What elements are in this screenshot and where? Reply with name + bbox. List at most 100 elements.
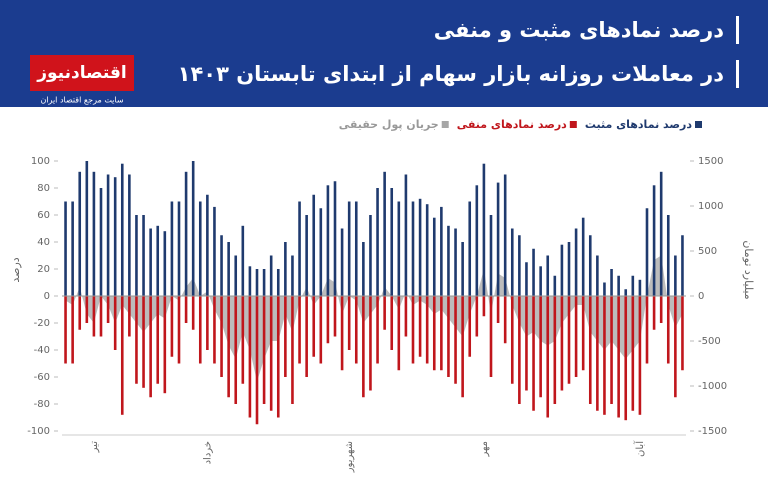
bar bbox=[248, 266, 252, 296]
y-tick-label: -100 bbox=[27, 426, 50, 437]
bar bbox=[319, 208, 323, 296]
bar bbox=[482, 163, 486, 296]
bar bbox=[581, 217, 585, 296]
bar bbox=[588, 235, 592, 296]
bar bbox=[276, 296, 280, 418]
bar bbox=[206, 194, 209, 296]
bar bbox=[383, 296, 386, 330]
bar bbox=[666, 215, 670, 296]
bar bbox=[525, 262, 528, 296]
y-tick-label: -20 bbox=[34, 318, 50, 329]
bar bbox=[496, 182, 500, 296]
legend-swatch bbox=[441, 121, 449, 128]
bar bbox=[390, 188, 394, 296]
bar bbox=[85, 296, 89, 323]
bar bbox=[503, 174, 507, 296]
bar bbox=[610, 296, 613, 404]
bar bbox=[312, 194, 316, 296]
bar bbox=[574, 228, 578, 296]
bar bbox=[184, 171, 188, 296]
bar bbox=[440, 206, 443, 296]
chart-subtitle: در معاملات روزانه بازار سهام از ابتدای ت… bbox=[178, 62, 725, 86]
bar bbox=[234, 296, 238, 404]
bar bbox=[142, 215, 145, 296]
bar bbox=[674, 296, 677, 398]
bar bbox=[518, 296, 521, 404]
bar bbox=[631, 275, 635, 296]
bar bbox=[319, 296, 323, 364]
bar bbox=[99, 188, 103, 296]
bar bbox=[333, 181, 337, 296]
y2-tick-label: 1500 bbox=[698, 156, 723, 167]
bar bbox=[425, 204, 429, 296]
bar bbox=[120, 163, 124, 296]
bar bbox=[560, 296, 564, 391]
bar bbox=[596, 255, 599, 296]
bar bbox=[354, 201, 358, 296]
bar bbox=[64, 296, 67, 364]
bar bbox=[397, 296, 401, 371]
y-tick-label: 20 bbox=[37, 264, 50, 275]
bar bbox=[404, 296, 408, 337]
bar bbox=[369, 215, 372, 296]
bar bbox=[596, 296, 599, 411]
bar bbox=[340, 228, 344, 296]
bar bbox=[574, 296, 578, 377]
bar bbox=[404, 174, 408, 296]
flow-area bbox=[65, 255, 683, 382]
bar bbox=[234, 255, 238, 296]
bar bbox=[440, 296, 443, 371]
y2-tick-label: 0 bbox=[698, 291, 704, 302]
bar bbox=[603, 296, 606, 415]
bar bbox=[305, 215, 308, 296]
bar bbox=[418, 198, 422, 296]
bar bbox=[525, 296, 528, 391]
bar bbox=[567, 242, 571, 296]
bar bbox=[411, 296, 415, 364]
bar bbox=[546, 296, 550, 418]
bar bbox=[652, 296, 656, 330]
bar bbox=[553, 296, 557, 404]
bar bbox=[347, 201, 351, 296]
bar bbox=[376, 188, 379, 296]
bar bbox=[475, 185, 479, 296]
bar bbox=[418, 296, 422, 357]
bar bbox=[85, 161, 89, 296]
bar bbox=[489, 215, 493, 296]
bar bbox=[135, 296, 138, 384]
bar bbox=[347, 296, 351, 350]
bar bbox=[638, 296, 642, 415]
bar bbox=[255, 296, 259, 425]
y-tick-label: 0 bbox=[44, 291, 50, 302]
bar bbox=[128, 174, 131, 296]
bar bbox=[631, 296, 635, 411]
bar bbox=[560, 244, 564, 296]
logo-tagline: سایت مرجع اقتصاد ایران bbox=[40, 96, 123, 105]
x-tick-label: خرداد bbox=[202, 441, 213, 464]
bar bbox=[113, 296, 117, 350]
bar bbox=[177, 201, 181, 296]
y2-axis-title: میلیارد تومان bbox=[742, 240, 755, 299]
chart-title: درصد نمادهای مثبت و منفی bbox=[434, 18, 724, 42]
x-tick-label: آبان bbox=[633, 440, 646, 457]
bar bbox=[78, 171, 82, 296]
bar bbox=[206, 296, 209, 350]
bar bbox=[397, 201, 401, 296]
bar bbox=[468, 296, 472, 357]
y-tick-label: 60 bbox=[37, 210, 50, 221]
bar bbox=[610, 269, 613, 296]
legend-label: جریان پول حقیقی bbox=[339, 118, 439, 131]
y-tick-label: -80 bbox=[34, 399, 50, 410]
bar bbox=[149, 296, 152, 398]
bar bbox=[198, 201, 202, 296]
bar bbox=[227, 296, 230, 398]
bar bbox=[532, 248, 535, 296]
bar bbox=[305, 296, 308, 377]
y2-tick-label: 500 bbox=[698, 246, 717, 257]
bar bbox=[99, 296, 103, 337]
bar bbox=[120, 296, 124, 415]
bar bbox=[645, 296, 649, 364]
bar bbox=[482, 296, 486, 317]
bar bbox=[461, 242, 464, 296]
bar bbox=[546, 255, 550, 296]
